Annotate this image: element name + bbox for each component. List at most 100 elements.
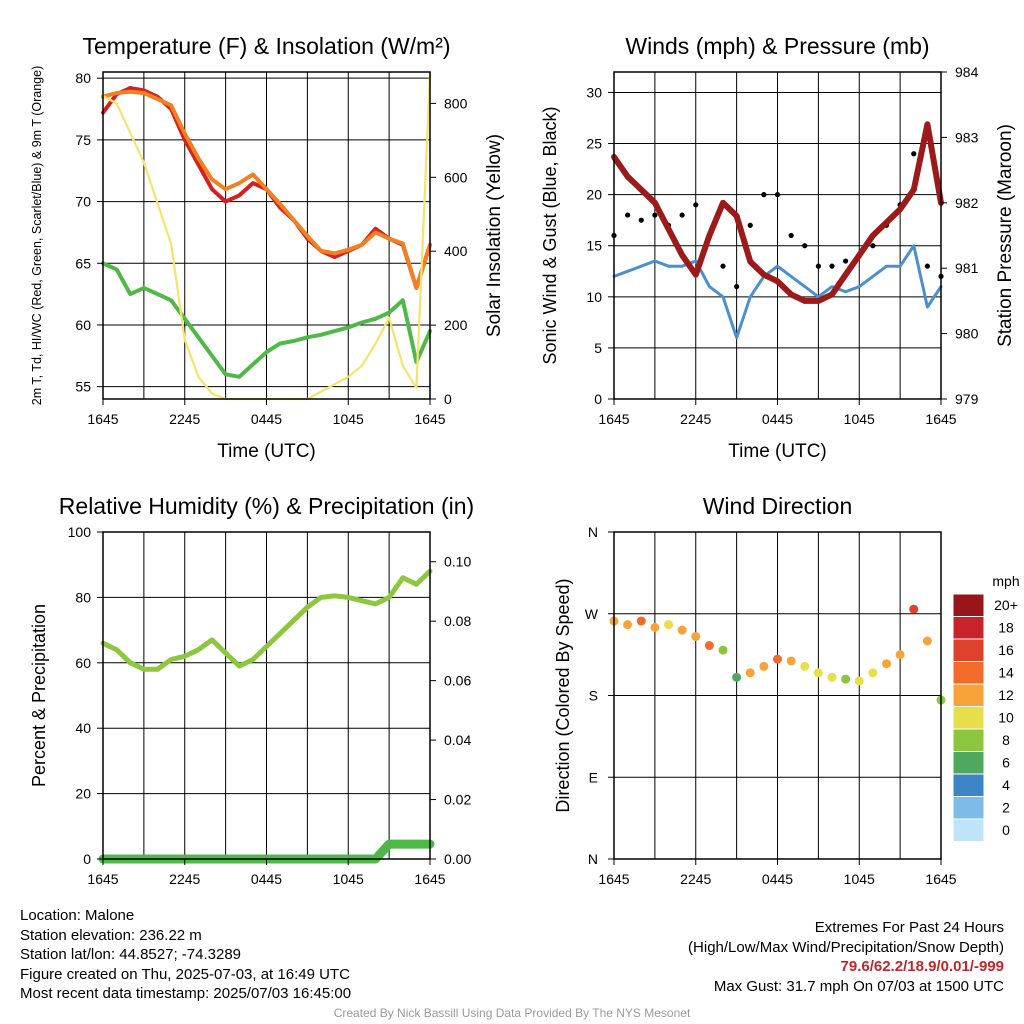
x-tick-label: 1645 (87, 871, 118, 887)
direction-point (800, 661, 810, 671)
series-line-td (101, 261, 432, 379)
direction-point (691, 631, 701, 641)
y-tick-label: 55 (75, 379, 91, 395)
direction-point (718, 645, 728, 655)
legend-label: 6 (1002, 755, 1010, 771)
x-tick-label: 1645 (925, 871, 956, 887)
direction-point (636, 616, 646, 626)
chart-title: Wind Direction (703, 493, 853, 519)
gust-point (911, 151, 917, 157)
y-tick-label: 0 (83, 851, 91, 867)
legend-swatch (952, 616, 985, 640)
direction-point (623, 620, 633, 630)
legend-label: 10 (998, 710, 1014, 726)
gust-point (802, 243, 808, 249)
legend-label: 4 (1002, 777, 1010, 793)
legend-swatch (952, 818, 985, 842)
gust-point (924, 263, 930, 269)
y-tick-label: 20 (75, 786, 91, 802)
x-tick-label: 1045 (844, 411, 875, 427)
gust-point (638, 217, 644, 223)
direction-point (759, 661, 769, 671)
y-tick-label-right: 981 (955, 260, 979, 276)
direction-point (909, 604, 919, 614)
legend-label: 12 (998, 687, 1014, 703)
direction-point (922, 636, 932, 646)
x-tick-label: 1045 (844, 871, 875, 887)
y-tick-label: 80 (75, 70, 91, 86)
direction-point (773, 654, 782, 664)
direction-point (664, 620, 673, 630)
y-tick-label: 5 (594, 340, 602, 356)
y-tick-label: 10 (586, 289, 602, 305)
gust-point (625, 212, 631, 218)
y-tick-label: N (588, 524, 598, 540)
y-tick-label-right: 0.00 (444, 851, 471, 867)
gust-point (720, 263, 726, 269)
chart-title: Winds (mph) & Pressure (mb) (625, 33, 929, 59)
y-axis-label-left: 2m T, Td, HI/WC (Red, Green, Scarlet/Blu… (30, 66, 44, 405)
direction-point (841, 674, 851, 684)
x-tick-label: 1645 (598, 411, 629, 427)
legend-swatch (952, 661, 985, 685)
y-tick-label-right: 0.10 (444, 554, 471, 570)
x-tick-label: 1645 (414, 871, 445, 887)
direction-point (882, 659, 891, 669)
y-tick-label: 60 (75, 317, 91, 333)
y-tick-label-right: 0.08 (444, 613, 471, 629)
y-tick-label: 75 (75, 132, 91, 148)
series-line-station-pressure (611, 121, 944, 304)
y-tick-label-right: 0 (444, 391, 452, 407)
extremes-subtitle: (High/Low/Max Wind/Precipitation/Snow De… (688, 938, 1004, 956)
x-tick-label: 2245 (680, 411, 711, 427)
x-tick-label: 1645 (925, 411, 956, 427)
gust-point (652, 212, 658, 218)
y-tick-label-right: 800 (444, 95, 468, 111)
direction-point (732, 672, 742, 682)
legend-swatch (952, 796, 985, 820)
x-axis-label: Time (UTC) (217, 441, 316, 462)
gust-point (747, 222, 753, 228)
y-tick-label-right: 0.04 (444, 732, 471, 748)
extremes-info: Extremes For Past 24 Hours (High/Low/Max… (688, 918, 1004, 996)
direction-point (868, 668, 878, 678)
direction-point (786, 656, 796, 666)
extremes-values: 79.6/62.2/18.9/0.01/-999 (840, 958, 1004, 975)
credit-line: Created By Nick Bassill Using Data Provi… (333, 1006, 691, 1020)
gust-point (843, 258, 849, 264)
direction-point (745, 668, 755, 678)
y-tick-label: 20 (586, 187, 602, 203)
y-tick-label-right: 984 (955, 64, 979, 80)
station-location: Location: Malone (20, 907, 135, 924)
gust-point (693, 202, 699, 208)
legend-swatch (952, 773, 985, 797)
y-tick-label: 65 (75, 255, 91, 271)
y-tick-label: 30 (586, 84, 602, 100)
station-latlon: Station lat/lon: 44.8527; -74.3289 (20, 946, 242, 963)
y-tick-label: 15 (586, 238, 602, 254)
legend-label: 20+ (994, 597, 1018, 613)
gust-point (829, 263, 835, 269)
y-axis-label-right: Station Pressure (Maroon) (995, 124, 1016, 347)
y-tick-label-right: 0.06 (444, 673, 471, 689)
x-tick-label: 1645 (414, 411, 445, 427)
direction-point (650, 622, 660, 632)
y-axis-label-left: Direction (Colored By Speed) (553, 578, 573, 812)
station-elevation: Station elevation: 236.22 m (20, 926, 202, 944)
y-tick-label: E (589, 769, 598, 785)
chart-title: Temperature (F) & Insolation (W/m²) (82, 33, 450, 59)
gust-point (815, 263, 821, 269)
y-axis-label-right: Solar Insolation (Yellow) (484, 134, 505, 337)
legend-unit: mph (992, 573, 1019, 589)
x-tick-label: 1645 (598, 871, 629, 887)
gust-point (679, 212, 685, 218)
recent-timestamp: Most recent data timestamp: 2025/07/03 1… (20, 985, 352, 1002)
x-tick-label: 1045 (333, 871, 364, 887)
y-tick-label-right: 200 (444, 317, 468, 333)
y-axis-label-left: Percent & Precipitation (29, 604, 49, 787)
y-tick-label: W (585, 606, 599, 622)
series-line-relative-humidity (100, 568, 433, 672)
x-tick-label: 0445 (762, 871, 793, 887)
legend-swatch (952, 706, 985, 730)
